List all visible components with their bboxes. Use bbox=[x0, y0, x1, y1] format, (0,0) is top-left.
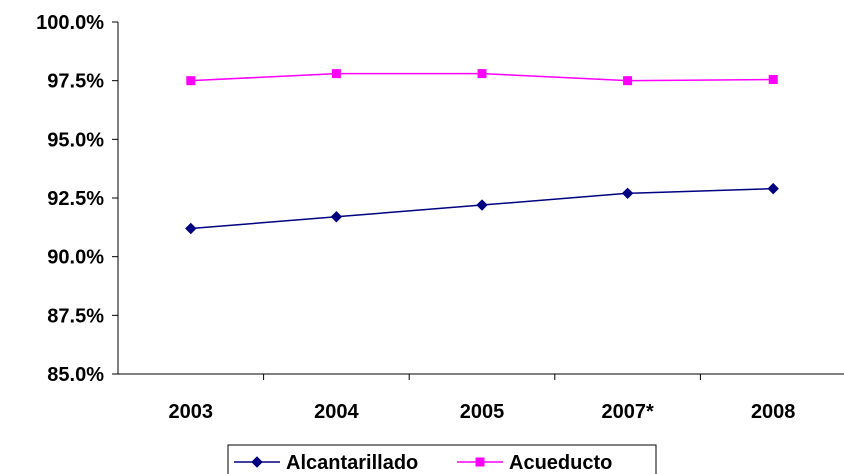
legend-label: Acueducto bbox=[509, 452, 612, 474]
data-point-diamond bbox=[330, 211, 343, 223]
x-tick-label: 2004 bbox=[314, 401, 359, 423]
series-alcantarillado bbox=[185, 182, 779, 235]
data-point-diamond bbox=[185, 222, 197, 235]
legend: Alcantarillado Acueducto bbox=[227, 444, 657, 474]
y-axis-ticks: 85.0% 87.5% 90.0% 92.5% 95.0% 97.5% 100.0% bbox=[36, 12, 118, 386]
x-tick-label: 2007* bbox=[601, 401, 653, 423]
data-point-square bbox=[768, 74, 778, 84]
y-tick-label: 85.0% bbox=[47, 364, 104, 386]
x-tick-label: 2005 bbox=[460, 401, 505, 423]
x-axis-ticks: 2003 2004 2005 2007* 2008 bbox=[169, 374, 796, 423]
data-point-square bbox=[186, 76, 196, 86]
y-tick-label: 100.0% bbox=[36, 12, 104, 34]
y-tick-label: 92.5% bbox=[47, 188, 104, 210]
series-layer bbox=[185, 69, 779, 235]
series-acueducto bbox=[186, 69, 778, 86]
data-point-diamond bbox=[767, 182, 779, 195]
data-point-diamond bbox=[476, 199, 488, 211]
y-tick-label: 87.5% bbox=[47, 305, 104, 327]
y-tick-label: 90.0% bbox=[47, 247, 104, 269]
y-tick-label: 95.0% bbox=[47, 129, 104, 151]
legend-marker bbox=[475, 457, 485, 467]
data-point-diamond bbox=[621, 187, 634, 200]
x-tick-label: 2008 bbox=[751, 401, 796, 423]
legend-label: Alcantarillado bbox=[286, 452, 418, 474]
data-point-square bbox=[331, 69, 341, 79]
x-tick-label: 2003 bbox=[169, 401, 214, 423]
legend-marker bbox=[251, 456, 263, 468]
legend-box bbox=[227, 444, 657, 474]
data-point-square bbox=[477, 69, 487, 79]
data-point-square bbox=[623, 76, 633, 86]
y-tick-label: 97.5% bbox=[47, 71, 104, 93]
